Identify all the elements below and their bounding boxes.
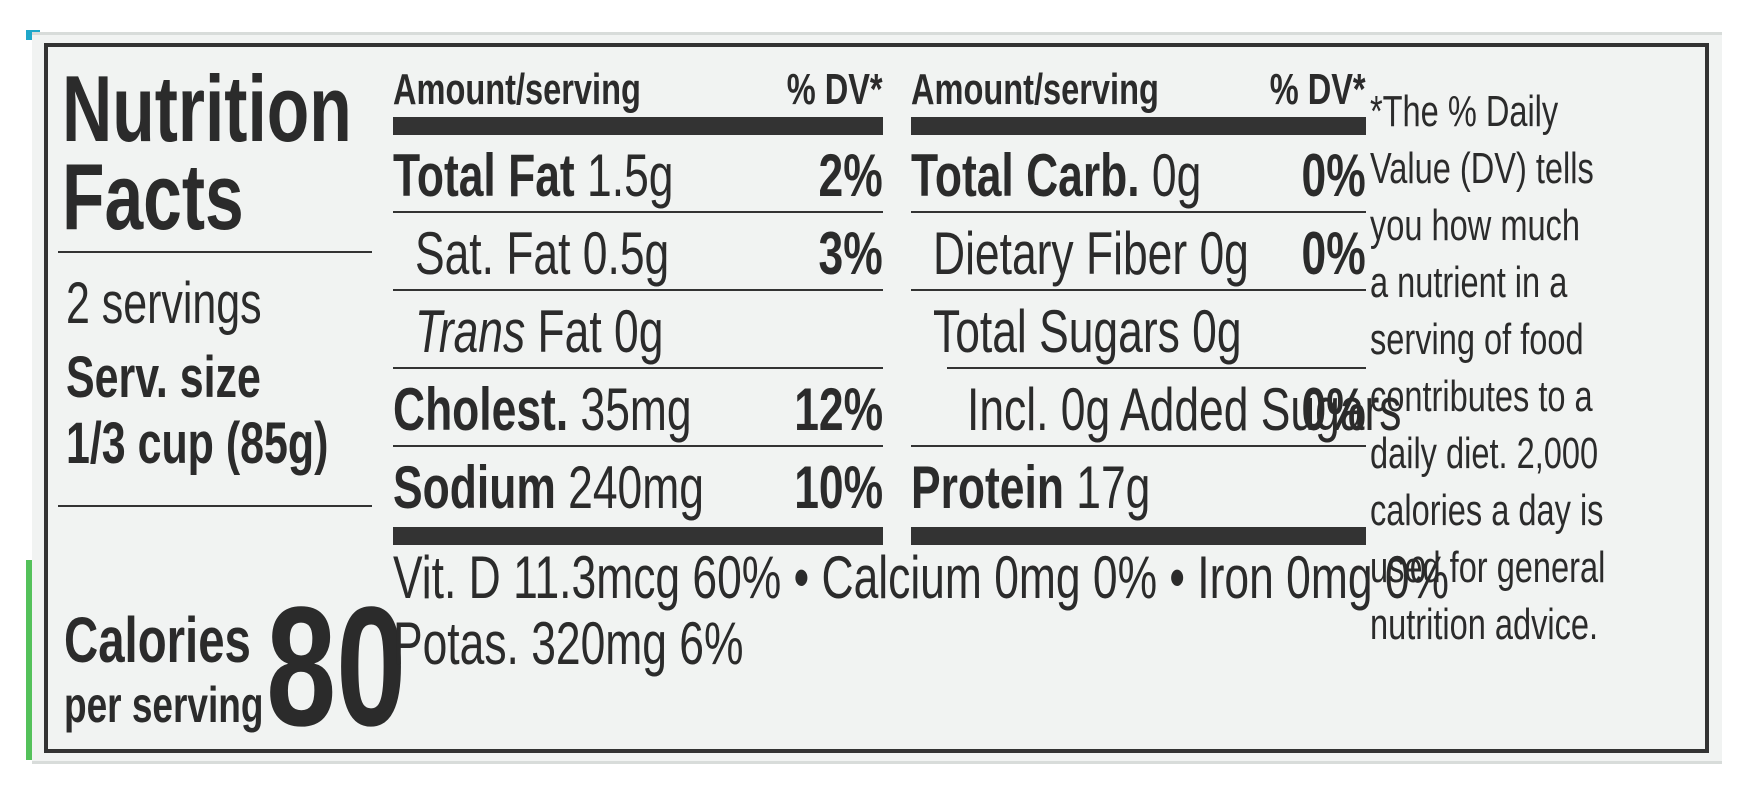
title-rule bbox=[58, 251, 372, 253]
vitamins-minerals: Vit. D 11.3mcg 60% • Calcium 0mg 0% • Ir… bbox=[393, 545, 1756, 677]
left-nutrient-row: Total Fat 1.5g 2% bbox=[393, 135, 883, 213]
calories-sub-label: per serving bbox=[64, 677, 264, 733]
nutrient-name: Sat. Fat 0.5g bbox=[415, 221, 759, 287]
right-nutrient-row: Dietary Fiber 0g 0% bbox=[911, 213, 1366, 291]
nutrient-name: Dietary Fiber 0g bbox=[933, 221, 1360, 287]
nutrient-dv-percent: 0% bbox=[1301, 376, 1366, 443]
nutrient-amount: Sat. Fat 0.5g bbox=[415, 220, 670, 287]
nutrition-panel: Nutrition Facts 2 servings Serv. size 1/… bbox=[44, 43, 1709, 753]
right-nutrient-row: Incl. 0g Added Sugars 0% bbox=[911, 369, 1401, 447]
nutrient-bold-label: Cholest. bbox=[393, 376, 569, 443]
nutrient-amount: 240mg bbox=[555, 454, 704, 521]
nutrient-amount: Incl. 0g Added Sugars bbox=[967, 376, 1402, 443]
nutrient-amount: Total Sugars 0g bbox=[933, 298, 1242, 365]
servings-count: 2 servings bbox=[66, 271, 262, 336]
nutrient-table-left: Amount/serving % DV* Total Fat 1.5g 2% Sat… bbox=[393, 47, 883, 749]
nutrition-label: Nutrition Facts 2 servings Serv. size 1/… bbox=[32, 32, 1722, 764]
left-nutrient-row: Sodium 240mg 10% bbox=[393, 447, 883, 525]
row-separator bbox=[393, 211, 883, 213]
title-line-1: Nutrition bbox=[62, 56, 352, 161]
row-separator bbox=[393, 289, 883, 291]
amount-header-left: Amount/serving bbox=[393, 65, 641, 114]
nutrient-bold-label: Sodium bbox=[393, 454, 556, 521]
title-line-2: Facts bbox=[62, 144, 244, 249]
nutrient-amount: 1.5g bbox=[574, 142, 674, 209]
daily-value-footnote: *The % Daily Value (DV) tells you how mu… bbox=[1370, 87, 1606, 649]
nutrient-name: Cholest. 35mg bbox=[393, 377, 796, 443]
serving-size-value: 1/3 cup (85g) bbox=[66, 411, 329, 476]
nutrient-dv-percent: 3% bbox=[818, 220, 883, 287]
header-bar-left bbox=[393, 117, 883, 135]
summary-column: Nutrition Facts 2 servings Serv. size 1/… bbox=[58, 47, 408, 762]
row-separator bbox=[393, 445, 883, 447]
nutrient-name: Total Fat 1.5g bbox=[393, 143, 772, 209]
nutrient-name: Sodium 240mg bbox=[393, 455, 813, 521]
right-nutrient-row: Total Carb. 0g 0% bbox=[911, 135, 1366, 213]
vitamins-line-1: Vit. D 11.3mcg 60% • Calcium 0mg 0% • Ir… bbox=[393, 544, 1450, 611]
right-nutrient-row: Total Sugars 0g bbox=[911, 291, 1366, 369]
header-bar-right bbox=[911, 117, 1366, 135]
nutrient-dv-percent: 0% bbox=[1301, 220, 1366, 287]
left-nutrient-row: Sat. Fat 0.5g 3% bbox=[393, 213, 883, 291]
left-nutrient-row: Cholest. 35mg 12% bbox=[393, 369, 883, 447]
right-nutrient-row: Protein 17g bbox=[911, 447, 1366, 525]
left-nutrient-row: Trans Fat 0g bbox=[393, 291, 883, 369]
calories-value: 80 bbox=[266, 572, 406, 762]
row-separator bbox=[911, 445, 1366, 447]
nutrient-name: Trans Fat 0g bbox=[415, 299, 751, 365]
row-separator bbox=[911, 289, 1366, 291]
nutrient-bold-label: Total Fat bbox=[393, 142, 575, 209]
nutrient-name: Total Sugars 0g bbox=[933, 299, 1350, 365]
nutrient-name: Incl. 0g Added Sugars bbox=[967, 377, 1554, 443]
nutrient-dv-percent: 12% bbox=[794, 376, 883, 443]
nutrient-bold-label: Total Carb. bbox=[911, 142, 1140, 209]
nutrient-dv-percent: 2% bbox=[818, 142, 883, 209]
amount-header-right: Amount/serving bbox=[911, 65, 1159, 114]
nutrient-amount: 0g bbox=[1139, 142, 1202, 209]
footer-bar-left bbox=[393, 527, 883, 545]
nutrient-bold-label: Protein bbox=[911, 454, 1064, 521]
row-separator bbox=[393, 367, 883, 369]
nutrient-dv-percent: 0% bbox=[1301, 142, 1366, 209]
nutrient-amount: 35mg bbox=[568, 376, 692, 443]
calories-label: Calories bbox=[64, 604, 251, 676]
nutrient-amount: Fat 0g bbox=[525, 298, 664, 365]
nutrient-amount: Dietary Fiber 0g bbox=[933, 220, 1249, 287]
nutrient-amount: 17g bbox=[1063, 454, 1151, 521]
row-separator bbox=[947, 367, 1366, 369]
dv-header-left: % DV* bbox=[787, 65, 883, 114]
vitamins-line-2: Potas. 320mg 6% bbox=[393, 610, 744, 677]
footer-bar-right bbox=[911, 527, 1366, 545]
serving-size-label: Serv. size bbox=[66, 345, 261, 410]
nutrient-dv-percent: 10% bbox=[794, 454, 883, 521]
nutrient-table-right: Amount/serving % DV* Total Carb. 0g 0% Die… bbox=[911, 47, 1401, 749]
row-separator bbox=[911, 211, 1366, 213]
nutrient-italic-label: Trans bbox=[415, 298, 526, 365]
nutrient-name: Total Carb. 0g bbox=[911, 143, 1303, 209]
nutrition-facts-title: Nutrition Facts bbox=[62, 56, 454, 249]
dv-header-right: % DV* bbox=[1270, 65, 1366, 114]
nutrient-name: Protein 17g bbox=[911, 455, 1234, 521]
servings-rule bbox=[58, 505, 372, 507]
